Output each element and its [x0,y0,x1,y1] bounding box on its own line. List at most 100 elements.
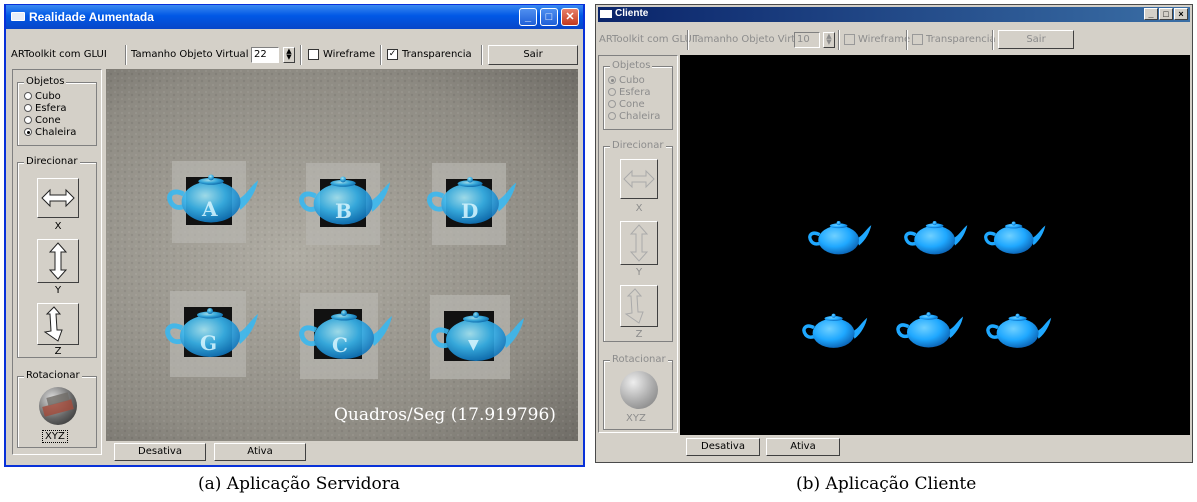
radio-label: Esfera [619,87,651,98]
toolbar-separator [380,45,382,65]
marker-letter: ▼ [468,337,479,353]
double-arrow-horizontal-icon [41,188,75,208]
server-window: Realidade Aumentada _ □ ✕ ARToolkit com … [4,4,585,467]
wireframe-checkbox[interactable] [844,34,855,45]
objects-group-label: Objetos [610,60,653,71]
server-window-title: Realidade Aumentada [29,10,154,24]
client-scene [802,219,1054,350]
rotation-group: Rotacionar XYZ [603,354,673,430]
radio-dot [24,92,32,100]
objects-group-label: Objetos [24,76,67,87]
activate-button[interactable]: Ativa [214,443,306,461]
move-y-button[interactable] [620,221,658,265]
server-titlebar[interactable]: Realidade Aumentada _ □ ✕ [6,5,583,29]
server-toolbar: ARToolkit com GLUI Tamanho Objeto Virtua… [10,42,580,68]
radio-cone[interactable]: Cone [24,115,61,126]
axis-y-label: Y [635,267,643,278]
axis-y-label: Y [54,285,62,296]
direction-group-label: Direcionar [610,140,666,151]
transparency-checkbox[interactable]: ✓ [387,49,398,60]
server-bottom-bar: Desativa Ativa [106,441,578,463]
exit-button[interactable]: Sair [998,30,1074,49]
close-button[interactable]: × [1174,8,1188,20]
server-ar-viewport[interactable]: A B D G C ▼ Quadros/Seg (17.919796) [106,69,578,441]
toolbar-separator [125,45,127,65]
marker-letter: D [461,199,479,223]
marker-letter: C [332,333,348,357]
rotation-axis-label: XYZ [626,413,646,424]
radio-cubo[interactable]: Cubo [608,75,645,86]
deactivate-button[interactable]: Desativa [114,443,206,461]
double-arrow-horizontal-icon [623,169,655,189]
rotation-ball-icon[interactable] [620,371,658,409]
size-input[interactable]: 10 [794,32,820,48]
radio-esfera[interactable]: Esfera [608,87,650,98]
radio-cubo[interactable]: Cubo [24,91,61,102]
rotation-ball-icon[interactable] [39,387,77,425]
wireframe-checkbox[interactable] [308,49,319,60]
client-titlebar[interactable]: Cliente _ □ × [598,7,1190,22]
direction-group: Direcionar X Y Z [603,140,673,342]
radio-chaleira[interactable]: Chaleira [24,127,76,138]
app-icon [600,10,612,18]
move-z-button[interactable] [620,285,658,327]
minimize-button[interactable]: _ [519,8,537,26]
rotation-axis-label: XYZ [42,430,68,443]
client-bottom-bar: Desativa Ativa [680,435,1190,461]
toolbar-separator [481,45,483,65]
size-label: Tamanho Objeto Virtual [131,49,249,60]
deactivate-button[interactable]: Desativa [686,438,760,456]
caption-client: (b) Aplicação Cliente [796,474,977,494]
radio-label: Cubo [619,75,645,86]
client-window: Cliente _ □ × ARToolkit com GLUI Tamanho… [595,4,1193,463]
wireframe-label: Wireframe [858,34,911,45]
radio-dot-selected [608,76,616,84]
marker-letter: G [200,331,218,355]
rotation-group: Rotacionar XYZ [17,370,97,448]
teapot-5 [896,310,966,350]
double-arrow-depth-icon [43,306,63,342]
move-y-button[interactable] [37,239,79,283]
wireframe-label: Wireframe [323,49,376,60]
server-sidebar: Objetos Cubo Esfera Cone Chaleira Direci… [12,69,102,455]
toolbar-separator [906,30,908,50]
exit-button[interactable]: Sair [488,45,578,65]
size-spinner[interactable]: ▲ ▼ [283,47,295,63]
teapot-3 [983,219,1048,256]
move-z-button[interactable] [37,303,79,345]
move-x-button[interactable] [620,159,658,199]
radio-dot [608,88,616,96]
axis-z-label: Z [635,329,643,340]
mode-label: ARToolkit com GLUI [11,49,107,60]
size-spinner[interactable]: ▲ ▼ [823,32,835,48]
transparency-checkbox[interactable] [912,34,923,45]
teapot-2 [904,219,970,257]
toolbar-separator [992,30,994,50]
minimize-button[interactable]: _ [1144,8,1158,20]
double-arrow-depth-icon [624,288,644,324]
radio-dot [608,100,616,108]
teapot-1 [808,219,874,257]
axis-z-label: Z [54,346,62,357]
maximize-button[interactable]: □ [540,8,558,26]
client-window-title: Cliente [615,8,649,19]
objects-group: Objetos Cubo Esfera Cone Chaleira [603,60,673,130]
objects-group: Objetos Cubo Esfera Cone Chaleira [17,76,97,146]
close-button[interactable]: ✕ [561,8,579,26]
radio-cone[interactable]: Cone [608,99,645,110]
axis-x-label: X [635,203,643,214]
client-3d-viewport[interactable] [680,55,1190,435]
activate-button[interactable]: Ativa [766,438,840,456]
teapot-4 [802,311,870,350]
app-icon [11,12,25,21]
radio-dot [608,112,616,120]
radio-esfera[interactable]: Esfera [24,103,66,114]
caption-server: (a) Aplicação Servidora [198,474,401,494]
radio-label: Chaleira [35,127,77,138]
transparency-label: Transparencia [926,34,996,45]
maximize-button[interactable]: □ [1159,8,1173,20]
double-arrow-vertical-icon [629,224,649,262]
radio-chaleira[interactable]: Chaleira [608,111,660,122]
move-x-button[interactable] [37,178,79,218]
size-input[interactable]: 22 [251,47,279,63]
